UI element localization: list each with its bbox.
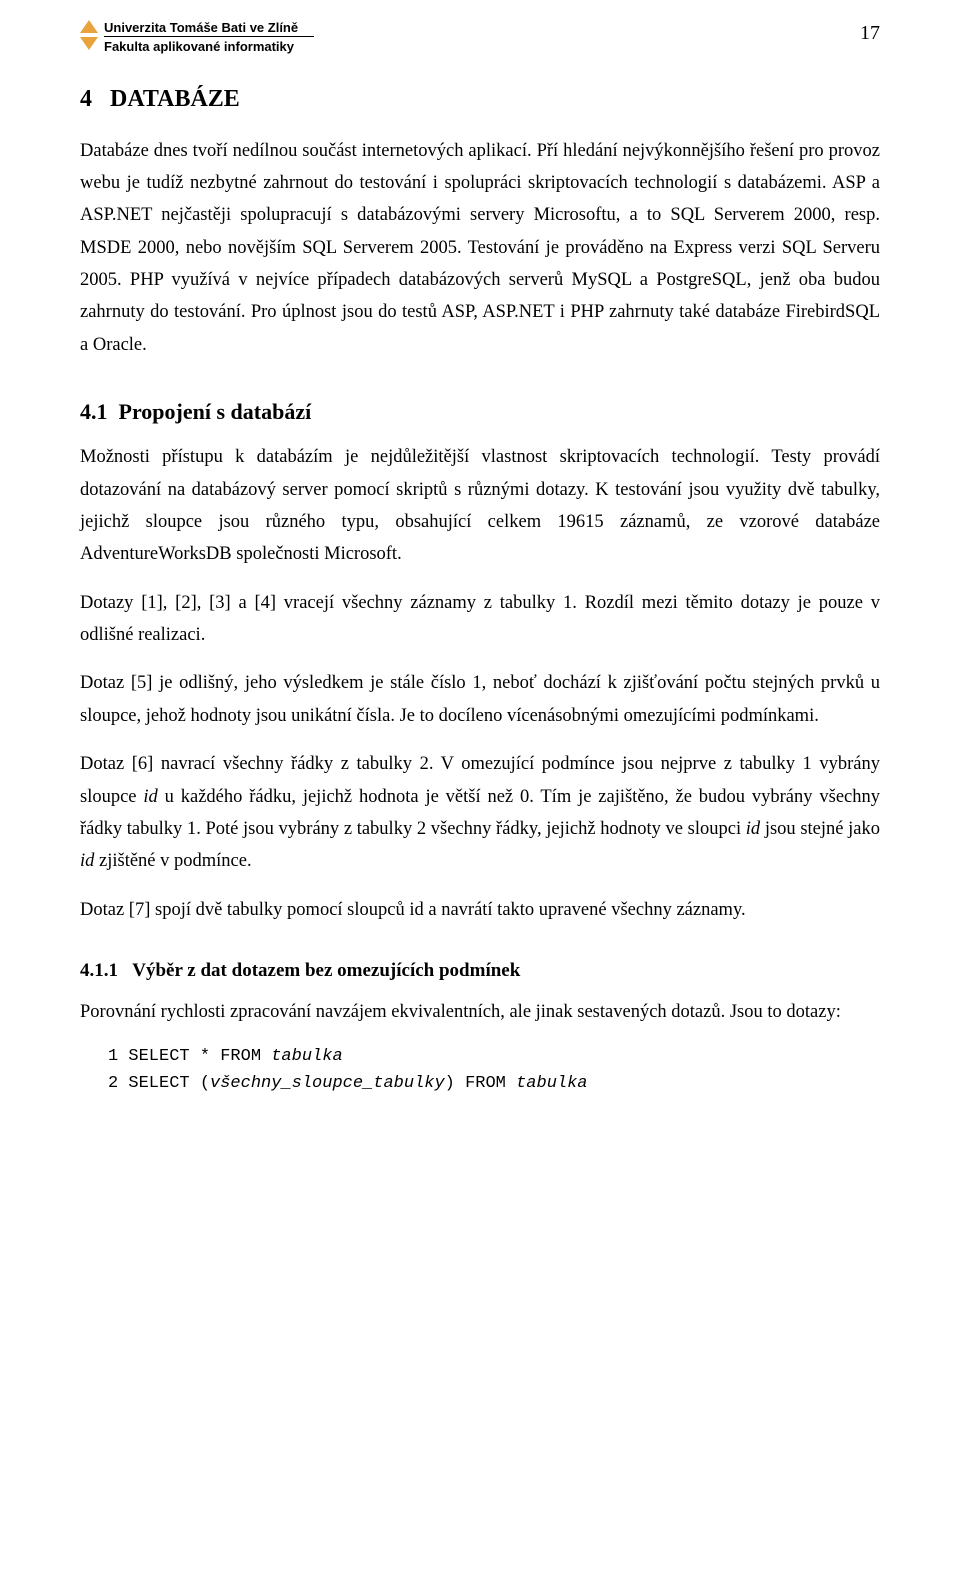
paragraph-query-7: Dotaz [7] spojí dvě tabulky pomocí sloup…	[80, 894, 880, 926]
header-divider	[104, 36, 314, 37]
section-number: 4	[80, 86, 92, 112]
code1-prefix: 1 SELECT * FROM	[108, 1047, 271, 1066]
paragraph-query-5: Dotaz [5] je odlišný, jeho výsledkem je …	[80, 667, 880, 732]
code2-italic1: všechny_sloupce_tabulky	[210, 1074, 445, 1093]
para5-part-c: jsou stejné jako	[760, 819, 880, 839]
code1-italic: tabulka	[271, 1047, 342, 1066]
code2-italic2: tabulka	[516, 1074, 587, 1093]
para5-part-d: zjištěné v podmínce.	[94, 851, 251, 871]
code-line-1: 1 SELECT * FROM tabulka	[108, 1044, 880, 1070]
subsubsection-number: 4.1.1	[80, 960, 118, 981]
code2-mid: ) FROM	[445, 1074, 516, 1093]
para5-id2: id	[746, 819, 760, 839]
code-block: 1 SELECT * FROM tabulka 2 SELECT (všechn…	[108, 1044, 880, 1097]
intro-paragraph: Databáze dnes tvoří nedílnou součást int…	[80, 135, 880, 362]
university-name: Univerzita Tomáše Bati ve Zlíně Fakulta …	[104, 20, 314, 56]
code2-prefix: 2 SELECT (	[108, 1074, 210, 1093]
page-container: Univerzita Tomáše Bati ve Zlíně Fakulta …	[0, 0, 960, 1137]
paragraph-queries-1-4: Dotazy [1], [2], [3] a [4] vracejí všech…	[80, 587, 880, 652]
subsubsection-heading: 4.1.1 Výběr z dat dotazem bez omezujícíc…	[80, 960, 880, 982]
subsubsection-title-text: Výběr z dat dotazem bez omezujících podm…	[132, 960, 520, 981]
para5-id3: id	[80, 851, 94, 871]
subsection-title-text: Propojení s databází	[119, 399, 312, 424]
subsection-number: 4.1	[80, 399, 108, 424]
logo-triangle-bottom-icon	[80, 37, 98, 50]
university-logo-icon	[80, 20, 98, 50]
subsection-heading: 4.1 Propojení s databází	[80, 399, 880, 425]
page-header: Univerzita Tomáše Bati ve Zlíně Fakulta …	[80, 20, 880, 56]
paragraph-db-access: Možnosti přístupu k databázím je nejdůle…	[80, 441, 880, 571]
university-block: Univerzita Tomáše Bati ve Zlíně Fakulta …	[80, 20, 314, 56]
page-number: 17	[860, 22, 880, 45]
university-line1: Univerzita Tomáše Bati ve Zlíně	[104, 20, 314, 36]
logo-triangle-top-icon	[80, 20, 98, 33]
university-line2: Fakulta aplikované informatiky	[104, 39, 314, 55]
code-line-2: 2 SELECT (všechny_sloupce_tabulky) FROM …	[108, 1071, 880, 1097]
section-heading: 4 DATABÁZE	[80, 86, 880, 113]
paragraph-query-6: Dotaz [6] navrací všechny řádky z tabulk…	[80, 748, 880, 878]
paragraph-select-intro: Porovnání rychlosti zpracování navzájem …	[80, 996, 880, 1028]
section-title-text: DATABÁZE	[110, 86, 240, 112]
para5-id1: id	[143, 787, 157, 807]
